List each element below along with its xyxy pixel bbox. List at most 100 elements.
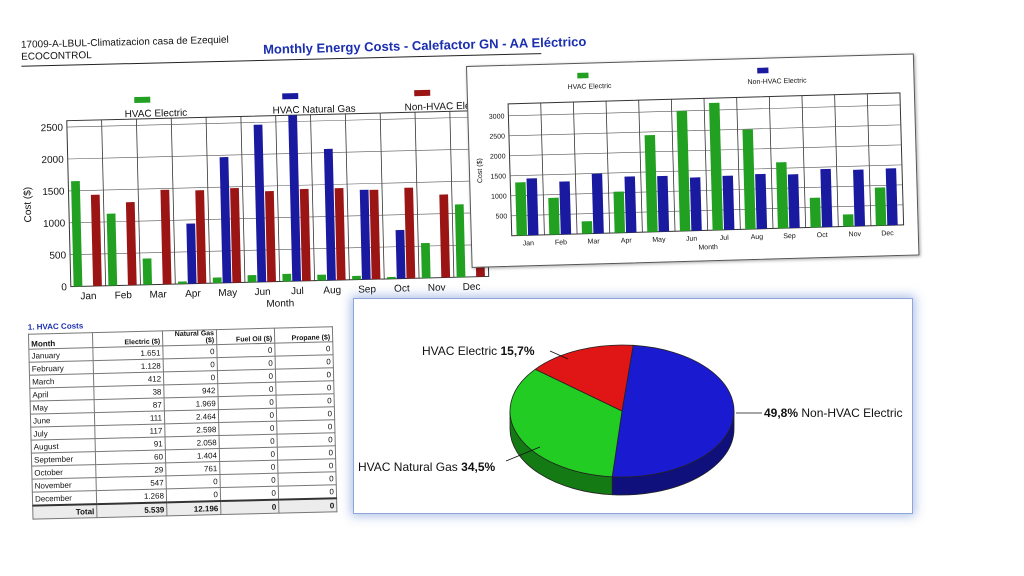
grid-line bbox=[511, 204, 904, 217]
grid-line bbox=[510, 184, 903, 197]
x-tick-label: Sep bbox=[783, 233, 796, 240]
grid-line bbox=[508, 124, 901, 137]
grid-line bbox=[68, 180, 487, 192]
legend-swatch bbox=[414, 87, 431, 97]
y-tick-label: 500 bbox=[49, 250, 66, 261]
x-tick-label: May bbox=[652, 236, 666, 243]
grid-line bbox=[69, 212, 488, 224]
grid-line bbox=[638, 100, 643, 233]
grid-line bbox=[510, 164, 902, 177]
x-tick-label: Jul bbox=[291, 286, 304, 297]
bar bbox=[644, 134, 658, 233]
bar bbox=[395, 229, 406, 279]
bar bbox=[709, 102, 724, 231]
project-code: 17009-A-LBUL-Climatizacion casa de Ezequ… bbox=[20, 34, 229, 51]
bar bbox=[613, 191, 626, 233]
grid-line bbox=[101, 119, 107, 286]
pie-leader-line bbox=[549, 350, 569, 360]
grid-line bbox=[670, 99, 676, 232]
x-tick-label: Feb bbox=[555, 239, 567, 246]
energy-report-page: 17009-A-LBUL-Climatizacion casa de Ezequ… bbox=[12, 0, 587, 556]
table-cell: 1.404 bbox=[165, 448, 220, 463]
table-cell: 761 bbox=[165, 461, 220, 476]
bar bbox=[386, 276, 396, 279]
pie-slice-name: HVAC Electric bbox=[422, 344, 500, 358]
x-tick-label: May bbox=[218, 288, 237, 299]
x-tick-label: Mar bbox=[588, 238, 601, 245]
grid-line bbox=[379, 113, 385, 279]
cost-share-pie-chart: 49,8% Non-HVAC Electric HVAC Natural Gas … bbox=[358, 344, 903, 496]
column-header: Fuel Oil ($) bbox=[216, 328, 275, 345]
bar bbox=[317, 274, 327, 281]
bar bbox=[359, 189, 371, 280]
bar bbox=[820, 168, 833, 228]
bar bbox=[853, 169, 866, 227]
grid-line bbox=[310, 114, 315, 281]
table-cell: 0 bbox=[163, 370, 218, 385]
grid-line bbox=[540, 102, 545, 235]
legend-swatch bbox=[134, 94, 151, 104]
bar bbox=[142, 258, 153, 285]
bar bbox=[755, 173, 768, 229]
column-header: Electric ($) bbox=[92, 330, 163, 348]
pie-slice bbox=[611, 344, 735, 478]
x-tick-label: Apr bbox=[185, 288, 201, 299]
cost-share-card: 49,8% Non-HVAC Electric HVAC Natural Gas … bbox=[353, 298, 913, 514]
x-tick-label: Mar bbox=[149, 289, 167, 300]
legend-label: HVAC Electric bbox=[125, 108, 188, 121]
x-tick-label: Dec bbox=[463, 282, 481, 293]
grid-line bbox=[414, 112, 420, 279]
y-tick-label: 1500 bbox=[490, 173, 506, 180]
grid-line bbox=[605, 101, 611, 234]
column-header: Month bbox=[28, 332, 93, 350]
bar bbox=[885, 168, 898, 226]
bar bbox=[282, 273, 292, 282]
legend-swatch bbox=[757, 67, 769, 74]
total-cell: 5.539 bbox=[96, 502, 167, 518]
bar bbox=[247, 275, 257, 283]
bar bbox=[265, 190, 276, 282]
table-cell: 0 bbox=[166, 487, 221, 503]
grid-line bbox=[866, 93, 872, 226]
pie-slice bbox=[534, 344, 634, 412]
bar bbox=[742, 129, 756, 230]
table-cell: 1.969 bbox=[164, 396, 219, 411]
grid-line bbox=[801, 95, 807, 228]
bar bbox=[160, 189, 172, 285]
grid-line bbox=[449, 111, 455, 278]
x-tick-label: Nov bbox=[428, 282, 446, 293]
y-tick-label: 0 bbox=[61, 282, 67, 293]
y-tick-label: 2000 bbox=[41, 155, 64, 167]
bar bbox=[369, 189, 381, 280]
bar bbox=[106, 213, 118, 286]
bar bbox=[352, 275, 361, 280]
bar bbox=[722, 175, 735, 230]
x-tick-label: Sep bbox=[358, 284, 376, 295]
bar bbox=[776, 162, 789, 229]
bar bbox=[809, 197, 821, 228]
table-cell: 0 bbox=[278, 484, 337, 500]
x-tick-label: Jun bbox=[254, 287, 270, 298]
bar bbox=[195, 190, 207, 284]
table-cell: 942 bbox=[163, 383, 219, 398]
pie-slice bbox=[509, 368, 623, 478]
y-tick-label: 1000 bbox=[491, 193, 507, 200]
y-tick-label: 1500 bbox=[42, 186, 65, 198]
y-tick-label: 2000 bbox=[490, 153, 506, 160]
x-tick-label: Jul bbox=[720, 235, 730, 242]
bar bbox=[334, 188, 346, 281]
bar bbox=[219, 157, 232, 283]
bar bbox=[439, 194, 451, 278]
x-tick-label: Oct bbox=[394, 283, 410, 294]
y-tick-label: 3000 bbox=[489, 113, 505, 120]
table-cell: 0 bbox=[162, 344, 218, 359]
y-axis-label: Cost ($) bbox=[22, 187, 34, 223]
legend-label: HVAC Electric bbox=[568, 83, 612, 91]
pie-label: HVAC Electric 15,7% bbox=[422, 344, 535, 358]
x-tick-label: Feb bbox=[115, 290, 133, 301]
grid-line bbox=[70, 244, 488, 256]
bar bbox=[548, 197, 560, 235]
bar bbox=[71, 180, 83, 287]
legend-swatch bbox=[282, 91, 299, 100]
bar bbox=[323, 148, 336, 281]
